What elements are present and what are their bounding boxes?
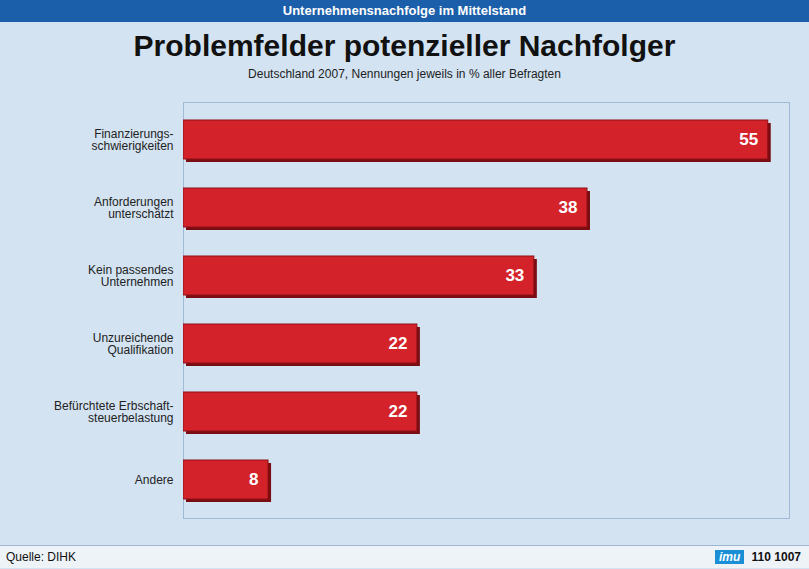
- svg-text:22: 22: [388, 334, 407, 353]
- svg-text:38: 38: [559, 198, 578, 217]
- svg-text:55: 55: [739, 130, 758, 149]
- svg-text:33: 33: [505, 266, 524, 285]
- html-text:Unternehmensnachfolge im Mitte: Unternehmensnachfolge im Mittelstand: [282, 3, 527, 18]
- html-text:Quelle: DIHK: Quelle: DIHK: [6, 550, 76, 564]
- html-text:Problemfelder potenzieller Nac: Problemfelder potenzieller Nachfolger: [133, 29, 676, 62]
- svg-text:22: 22: [388, 402, 407, 421]
- svg-text:Finanzierungs-schwierigkeiten: Finanzierungs-schwierigkeiten: [91, 127, 173, 153]
- svg-text:Befürchtete Erbschaft-steuerbe: Befürchtete Erbschaft-steuerbelastung: [54, 399, 173, 425]
- svg-text:Anforderungenunterschätzt: Anforderungenunterschätzt: [94, 195, 174, 221]
- html-text:imu: imu: [718, 550, 741, 564]
- svg-text:Kein passendesUnternehmen: Kein passendesUnternehmen: [88, 263, 173, 289]
- html-text:110 1007: 110 1007: [748, 550, 801, 564]
- svg-text:UnzureichendeQualifikation: UnzureichendeQualifikation: [93, 331, 174, 357]
- svg-text:Andere: Andere: [135, 473, 174, 487]
- svg-text:8: 8: [249, 470, 258, 489]
- html-text:Deutschland 2007, Nennungen je: Deutschland 2007, Nennungen jeweils in %…: [248, 67, 561, 81]
